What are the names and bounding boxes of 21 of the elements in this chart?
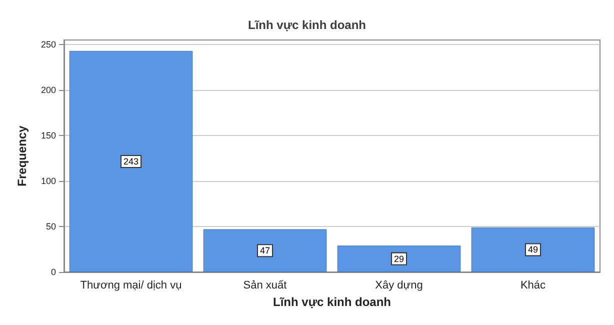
y-tick-label: 250 [40,40,56,50]
bar [69,50,193,272]
x-tick-label: Thương mại/ dịch vụ [80,280,182,292]
y-tick-label: 150 [40,130,56,141]
bar [337,246,461,272]
chart-title: Lĩnh vực kinh doanh [248,18,366,32]
y-tick-label: 0 [50,267,56,277]
y-tick-label: 100 [40,176,56,186]
y-axis-title: Frequency [15,125,29,186]
x-axis-title: Lĩnh vực kinh doanh [272,295,392,309]
data-label: 49 [528,244,538,255]
x-tick-label: Khác [520,280,546,292]
y-tick-label: 50 [46,222,56,232]
bar [471,227,595,272]
x-tick-label: Sản xuất [243,280,287,292]
x-tick-label: Xây dựng [375,280,423,292]
data-label: 47 [260,246,270,256]
bar [203,229,327,272]
data-label: 29 [394,254,404,264]
y-tick-label: 200 [40,85,56,96]
data-label: 243 [123,156,139,166]
